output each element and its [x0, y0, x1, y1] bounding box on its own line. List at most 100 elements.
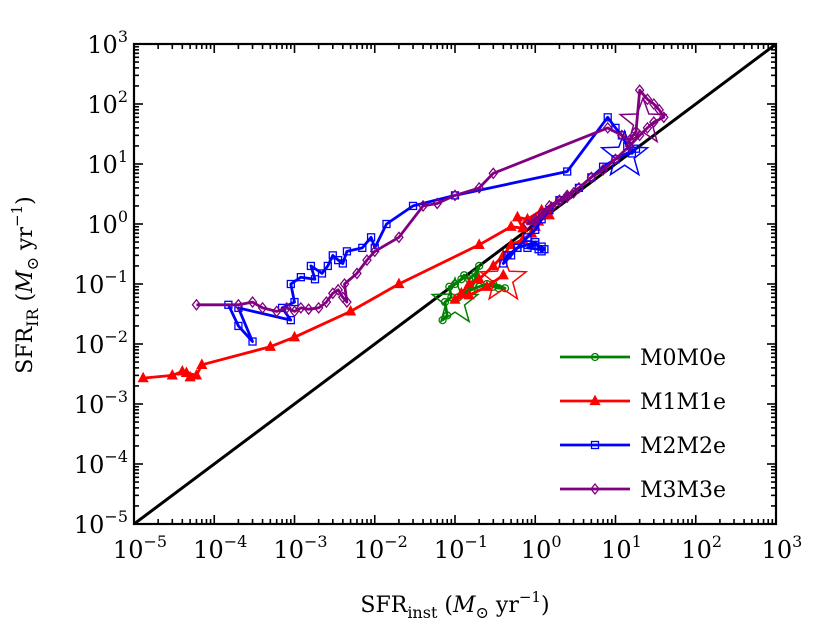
data-point-m2m2e-11	[317, 269, 327, 278]
legend-item-m1m1e: M1M1e	[560, 390, 726, 415]
data-point-m0m0e-10	[475, 261, 484, 271]
legend-marker-m2m2e	[590, 440, 600, 450]
data-point-m3m3e-40	[586, 171, 597, 184]
x-tick-label-0: 10−5	[113, 532, 167, 564]
data-point-m2m2e-6	[290, 297, 299, 307]
data-point-m2m2e-15	[338, 259, 347, 268]
x-tick-label-6: 101	[601, 532, 642, 564]
data-point-m2m2e-13	[328, 251, 337, 260]
data-point-m3m3e-39	[598, 163, 608, 176]
data-point-m3m3e-23	[474, 181, 484, 194]
data-point-m3m3e-26	[617, 129, 627, 142]
y-tick-label-6: 101	[87, 147, 128, 179]
data-point-m1m1e-31	[497, 268, 509, 280]
y-tick-label-8: 103	[87, 27, 128, 59]
axes-frame	[132, 42, 778, 526]
data-point-m3m3e-8	[303, 303, 314, 316]
data-point-m2m2e-7	[286, 279, 295, 289]
data-point-m3m3e-15	[339, 277, 350, 291]
star-marker-m3m3e	[618, 95, 668, 144]
y-tick-label-7: 102	[87, 87, 128, 119]
data-point-m2m2e-38	[523, 233, 532, 242]
data-point-m2m2e-23	[563, 167, 572, 176]
data-point-m1m1e-11	[473, 238, 485, 249]
data-point-m3m3e-24	[488, 167, 499, 180]
data-point-m1m1e-5	[190, 368, 203, 380]
data-point-m2m2e-9	[310, 275, 320, 284]
data-point-m3m3e-50	[546, 201, 557, 214]
data-point-m3m3e-45	[536, 207, 547, 220]
series-m3m3e	[191, 84, 669, 318]
data-point-m3m3e-36	[634, 129, 645, 142]
data-point-m3m3e-12	[333, 283, 343, 296]
data-point-m2m2e-50	[523, 243, 532, 253]
data-point-m2m2e-51	[534, 245, 543, 254]
y-tick-label-4: 10−1	[74, 267, 128, 299]
data-point-m2m2e-10	[306, 261, 316, 271]
data-point-m2m2e-16	[342, 247, 352, 256]
legend-item-m3m3e: M3M3e	[560, 478, 726, 503]
data-point-m3m3e-6	[289, 305, 300, 318]
y-axis-label: SFRIR (M⊙ yr−1)	[8, 196, 42, 373]
legend-marker-m1m1e	[589, 394, 601, 406]
legend-marker-m0m0e	[590, 352, 600, 362]
data-point-m2m2e-43	[513, 243, 522, 253]
data-point-m1m1e-12	[505, 220, 517, 231]
data-point-m3m3e-41	[574, 181, 584, 194]
data-point-m1m1e-4	[180, 366, 192, 378]
data-point-m2m2e-41	[499, 259, 508, 268]
data-point-m1m1e-28	[449, 293, 461, 304]
x-tick-label-3: 10−2	[354, 532, 408, 564]
x-tick-label-7: 102	[681, 532, 722, 564]
data-point-m3m3e-53	[568, 186, 579, 199]
data-point-m3m3e-46	[530, 213, 541, 226]
data-point-m3m3e-10	[321, 296, 332, 309]
data-point-m2m2e-17	[358, 243, 367, 253]
y-tick-label-2: 10−3	[74, 387, 128, 419]
legend-item-m2m2e: M2M2e	[560, 434, 726, 459]
data-point-m3m3e-47	[522, 217, 533, 231]
x-axis-label: SFRinst (M⊙ yr−1)	[360, 588, 549, 622]
data-point-m3m3e-2	[247, 296, 258, 309]
y-tick-label-0: 10−5	[74, 507, 128, 539]
legend: M0M0e M1M1e M2M2e M3M3e	[560, 346, 726, 503]
series-m2m2e	[224, 113, 650, 346]
data-point-m3m3e-35	[642, 121, 653, 134]
legend-item-m0m0e: M0M0e	[560, 346, 726, 371]
legend-label-m2m2e: M2M2e	[640, 434, 726, 459]
data-point-m3m3e-18	[369, 245, 380, 258]
legend-label-m0m0e: M0M0e	[640, 346, 726, 371]
data-point-m3m3e-1	[233, 298, 244, 311]
data-point-m3m3e-21	[432, 197, 443, 210]
data-point-m1m1e-26	[463, 277, 475, 289]
data-point-m1m1e-9	[345, 304, 357, 316]
legend-label-m3m3e: M3M3e	[640, 478, 726, 503]
data-point-m1m1e-27	[455, 286, 467, 298]
data-point-m3m3e-20	[418, 199, 428, 212]
data-point-m3m3e-19	[394, 231, 404, 244]
data-point-m3m3e-29	[634, 84, 645, 97]
data-point-m2m2e-21	[408, 201, 418, 211]
data-point-m1m1e-14	[511, 210, 524, 222]
x-tick-label-8: 103	[762, 532, 803, 564]
data-point-m2m2e-2	[248, 337, 257, 346]
data-point-m3m3e-51	[554, 195, 565, 208]
data-point-m0m0e-5	[450, 279, 460, 289]
y-tick-label-1: 10−4	[74, 447, 128, 479]
data-point-m2m2e-4	[286, 315, 295, 325]
data-point-m0m0e-7	[459, 271, 469, 280]
data-point-m2m2e-12	[323, 261, 332, 271]
data-point-m1m1e-7	[264, 340, 276, 351]
x-tick-label-4: 10−1	[434, 532, 488, 564]
data-point-m1m1e-30	[481, 280, 493, 291]
star-marker-m1m1e	[478, 253, 529, 301]
data-point-m1m1e-13	[517, 221, 529, 233]
data-point-m1m1e-29	[463, 288, 475, 300]
data-point-m2m2e-42	[503, 251, 512, 260]
data-point-m3m3e-33	[658, 111, 669, 124]
data-point-m3m3e-30	[642, 93, 653, 106]
data-point-m3m3e-52	[562, 191, 573, 204]
data-point-m3m3e-4	[271, 305, 282, 318]
data-point-m2m2e-18	[366, 233, 376, 242]
data-point-m3m3e-49	[539, 207, 550, 220]
